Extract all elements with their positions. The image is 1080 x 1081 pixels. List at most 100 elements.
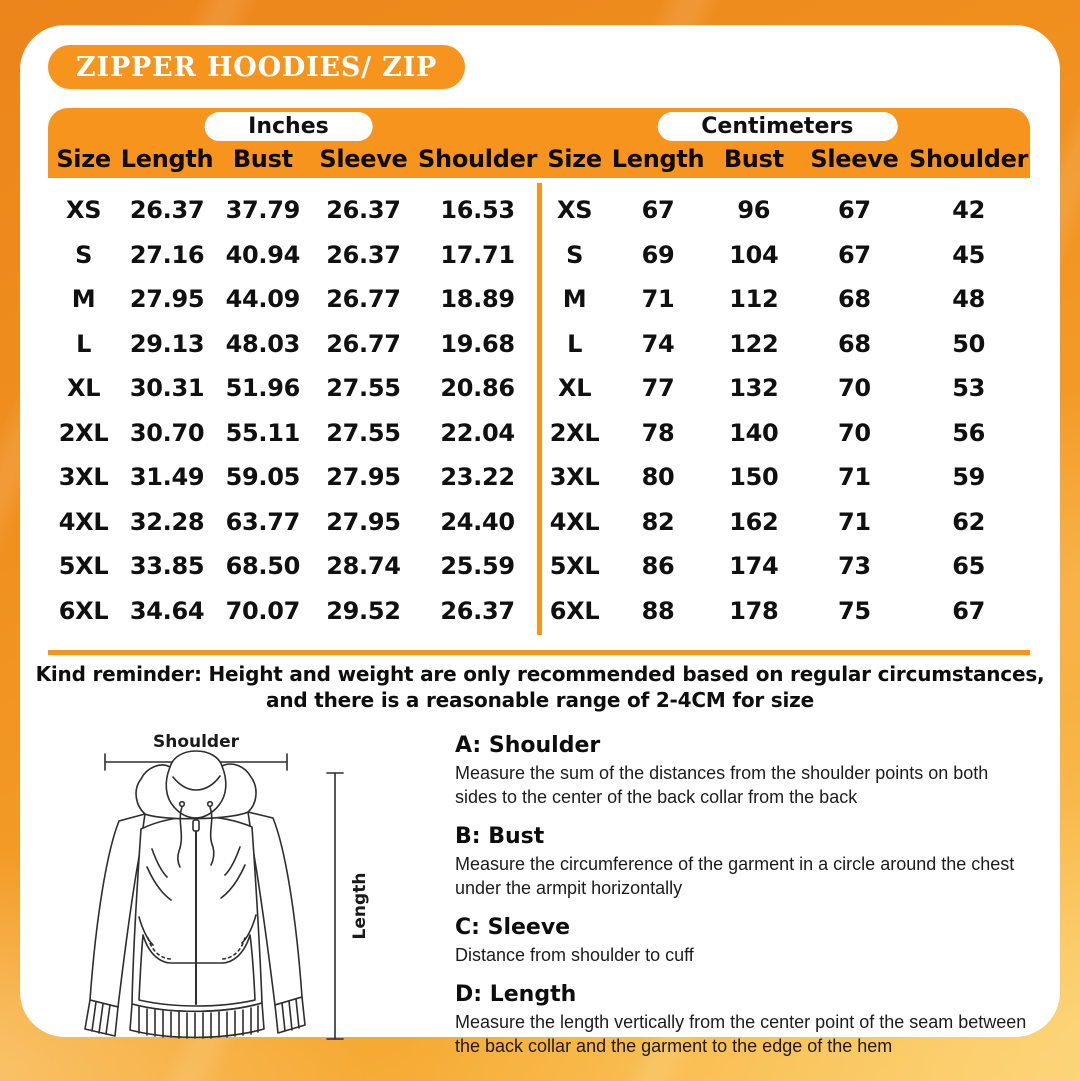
table-body: XS 26.37 37.79 26.37 16.53 S 27.16 40.94 26.37 17… [48, 178, 1030, 642]
value-cell: 67 [838, 240, 871, 269]
value-cell: 44.09 [225, 285, 301, 314]
value-cell: 23.22 [440, 463, 515, 492]
value-cell: 27.55 [326, 418, 401, 447]
value-cell: 50 [952, 329, 985, 358]
size-cell: 3XL [58, 463, 109, 492]
value-cell: 22.04 [440, 418, 515, 447]
measurement-instructions: A: Shoulder Measure the sum of the distan… [455, 733, 1030, 1058]
instruction-body: Measure the sum of the distances from th… [455, 763, 989, 807]
table-row: L 74 122 68 50 [539, 322, 1030, 367]
value-cell: 71 [838, 463, 871, 492]
value-cell: 51.96 [225, 374, 301, 403]
table-row: 5XL 33.85 68.50 28.74 25.59 [48, 544, 539, 589]
value-cell: 42 [952, 196, 985, 225]
table-row: 3XL 80 150 71 59 [539, 455, 1030, 500]
value-cell: 26.77 [326, 329, 401, 358]
value-cell: 59 [952, 463, 985, 492]
value-cell: 75 [838, 596, 871, 625]
size-cell: 3XL [549, 463, 600, 492]
size-cell: 4XL [549, 507, 600, 536]
size-cell: 5XL [549, 552, 600, 581]
value-cell: 178 [729, 596, 779, 625]
size-cell: 5XL [58, 552, 109, 581]
horizontal-rule [48, 650, 1030, 655]
value-cell: 56 [952, 418, 985, 447]
value-cell: 82 [641, 507, 675, 536]
instruction-body: Measure the circumference of the garment… [455, 854, 1015, 898]
value-cell: 27.16 [129, 240, 205, 269]
table-row: XS 67 96 67 42 [539, 188, 1030, 233]
table-row: XL 77 132 70 53 [539, 366, 1030, 411]
instruction-item: D: Length Measure the length vertically f… [455, 982, 1030, 1058]
value-cell: 174 [729, 552, 779, 581]
value-cell: 67 [641, 196, 675, 225]
value-cell: 71 [838, 507, 871, 536]
value-cell: 132 [729, 374, 779, 403]
instruction-item: A: Shoulder Measure the sum of the distan… [455, 733, 1030, 809]
size-chart-card: ZIPPER HOODIES/ ZIP Inches Size Length Bus… [20, 25, 1060, 1056]
table-row: 4XL 82 162 71 62 [539, 500, 1030, 545]
value-cell: 80 [641, 463, 675, 492]
value-cell: 104 [729, 240, 779, 269]
column-header: Size [547, 145, 602, 173]
value-cell: 68 [838, 285, 871, 314]
value-cell: 28.74 [326, 552, 401, 581]
kind-reminder: Kind reminder: Height and weight are onl… [20, 661, 1060, 713]
reminder-line-1: Kind reminder: Height and weight are onl… [35, 662, 1045, 686]
value-cell: 27.95 [129, 285, 205, 314]
table-row: XL 30.31 51.96 27.55 20.86 [48, 366, 539, 411]
instruction-body: Distance from shoulder to cuff [455, 945, 694, 965]
size-cell: L [76, 329, 92, 358]
table-row: 2XL 30.70 55.11 27.55 22.04 [48, 411, 539, 456]
value-cell: 29.52 [326, 596, 401, 625]
value-cell: 55.11 [225, 418, 301, 447]
size-cell: XS [65, 196, 102, 225]
value-cell: 37.79 [225, 196, 301, 225]
size-chart: Inches Size Length Bust Sleeve Shoulder Cent… [48, 108, 1030, 642]
centimeters-table: XS 67 96 67 42 S 69 104 67 45 M 71 112 68 48 L 74 122 68 50… [539, 178, 1030, 642]
instruction-heading: B: Bust [455, 824, 545, 849]
value-cell: 48.03 [225, 329, 301, 358]
value-cell: 122 [729, 329, 779, 358]
table-row: 4XL 32.28 63.77 27.95 24.40 [48, 500, 539, 545]
hoodie-measurement-diagram: Shoulder Length [69, 717, 409, 1062]
value-cell: 140 [729, 418, 779, 447]
table-row: 6XL 34.64 70.07 29.52 26.37 [48, 589, 539, 634]
shoulder-label: Shoulder [153, 732, 240, 752]
value-cell: 53 [952, 374, 985, 403]
reminder-line-2: and there is a reasonable range of 2-4CM… [266, 688, 814, 712]
value-cell: 17.71 [440, 240, 515, 269]
value-cell: 70.07 [225, 596, 301, 625]
table-row: L 29.13 48.03 26.77 19.68 [48, 322, 539, 367]
value-cell: 69 [641, 240, 675, 269]
value-cell: 74 [641, 329, 675, 358]
value-cell: 19.68 [440, 329, 515, 358]
column-header: Bust [723, 145, 784, 173]
value-cell: 67 [838, 196, 871, 225]
value-cell: 45 [952, 240, 985, 269]
size-cell: 6XL [58, 596, 109, 625]
size-cell: XS [556, 196, 593, 225]
value-cell: 71 [641, 285, 675, 314]
size-cell: 2XL [549, 418, 600, 447]
value-cell: 62 [952, 507, 985, 536]
size-cell: XL [557, 374, 592, 403]
value-cell: 27.55 [326, 374, 401, 403]
size-cell: M [562, 285, 587, 314]
value-cell: 20.86 [440, 374, 515, 403]
value-cell: 70 [838, 374, 871, 403]
value-cell: 33.85 [129, 552, 205, 581]
size-cell: 2XL [58, 418, 109, 447]
value-cell: 16.53 [440, 196, 515, 225]
value-cell: 29.13 [129, 329, 205, 358]
table-row: M 27.95 44.09 26.77 18.89 [48, 277, 539, 322]
table-row: XS 26.37 37.79 26.37 16.53 [48, 188, 539, 233]
value-cell: 30.31 [129, 374, 205, 403]
instruction-heading: D: Length [455, 982, 577, 1007]
column-header: Length [120, 145, 214, 173]
column-header: Sleeve [319, 145, 408, 173]
inches-column-headers: Size Length Bust Sleeve Shoulder [48, 141, 539, 177]
table-header-bar: Inches Size Length Bust Sleeve Shoulder Cent… [48, 108, 1030, 178]
instruction-item: B: Bust Measure the circumference of the … [455, 824, 1030, 900]
column-header: Length [611, 145, 705, 173]
